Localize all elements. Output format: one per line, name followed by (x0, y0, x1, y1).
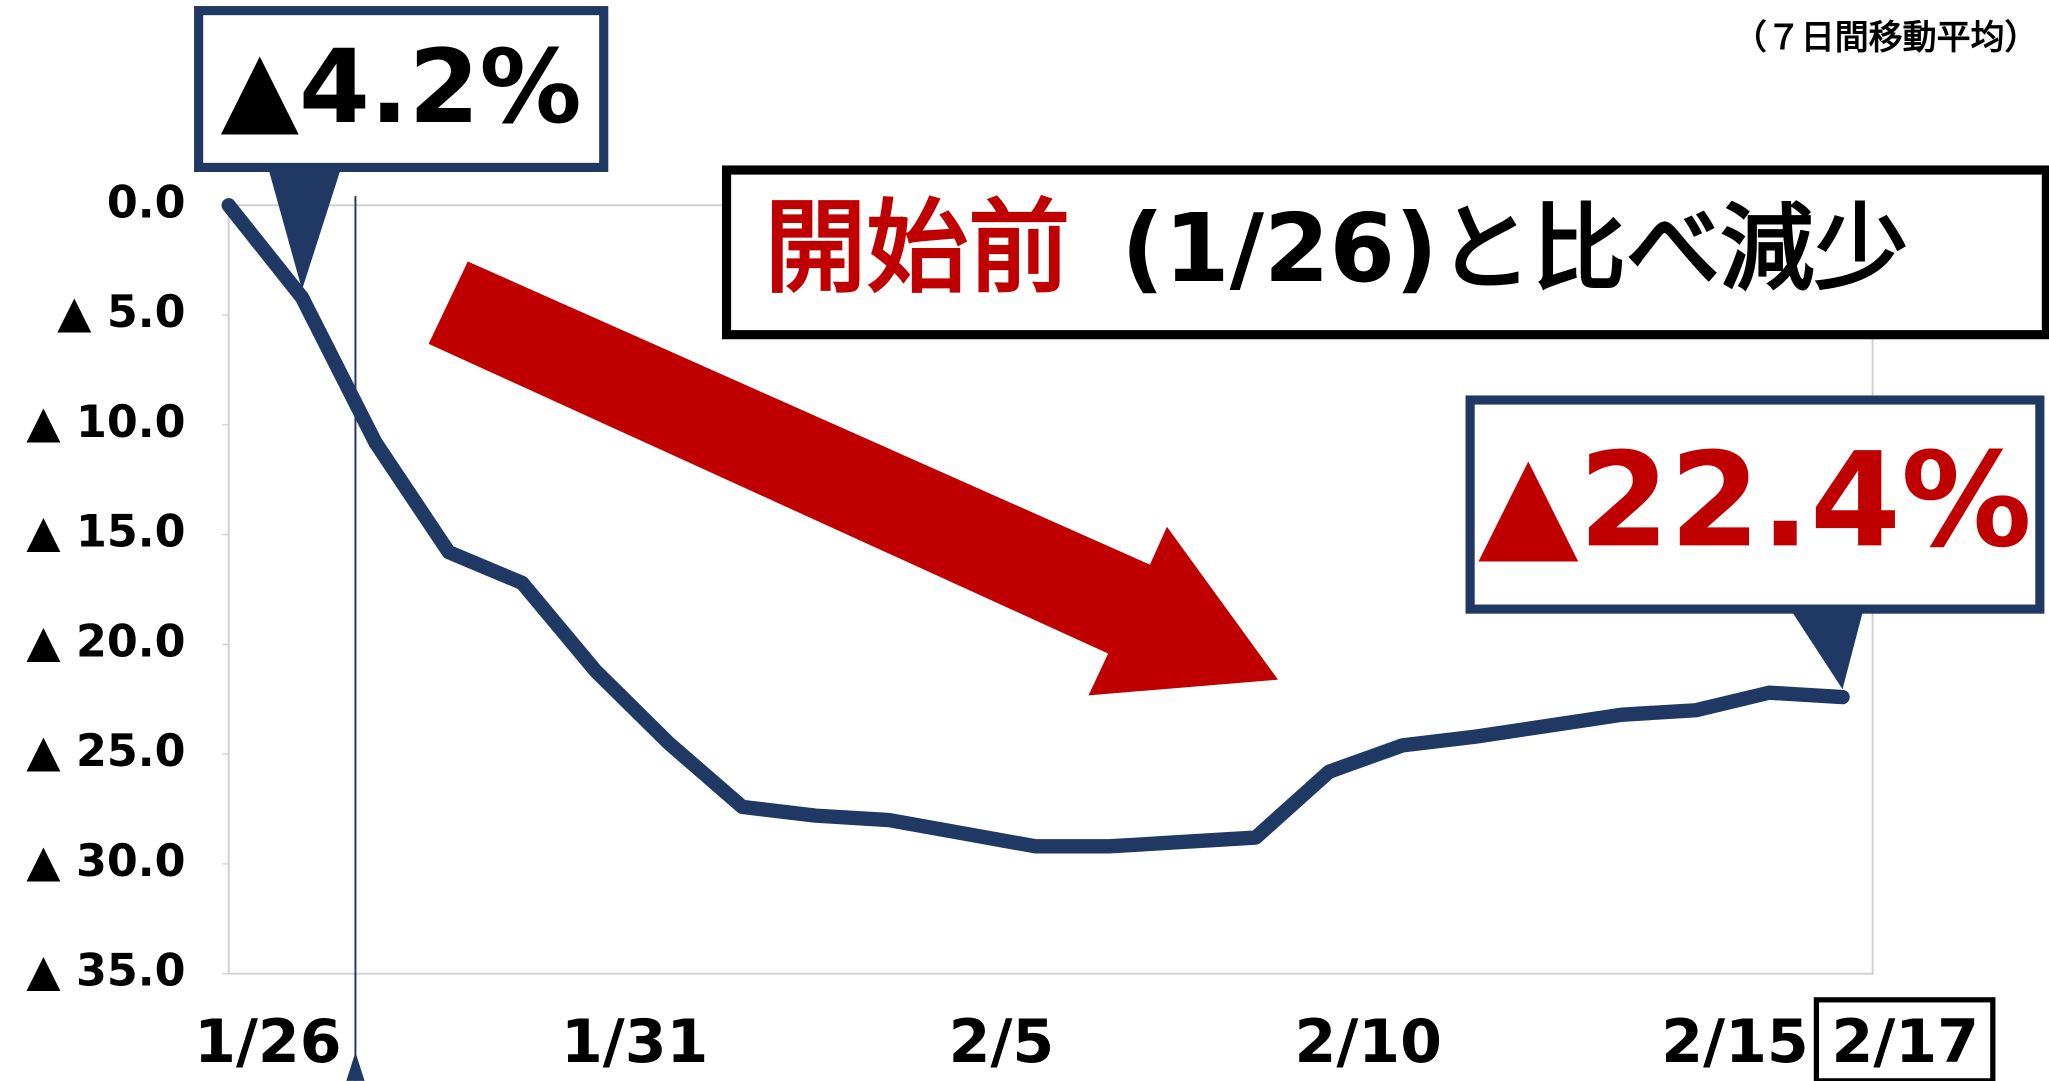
value-label: ▲22.4% (1478, 424, 2032, 576)
banner-black: (1/26)と比べ減少 (1121, 195, 1908, 304)
guide-pointer (346, 1052, 365, 1081)
y-tick-label: ▲ 5.0 (57, 287, 185, 338)
banner-red: 開始前 (764, 189, 1070, 308)
y-tick-label: 0.0 (107, 177, 186, 228)
y-tick-label: ▲ 10.0 (26, 397, 185, 448)
callout-box (194, 6, 609, 172)
y-tick-label: ▲ 15.0 (26, 507, 185, 558)
x-tick-label: 1/26 (194, 1007, 341, 1077)
callout-pointer (1790, 609, 1864, 690)
x-tick-label: 2/5 (949, 1007, 1055, 1077)
y-tick-label: ▲ 25.0 (26, 726, 185, 777)
x-tick-label: 2/17 (1832, 1007, 1979, 1077)
last-date-box (1813, 997, 1996, 1081)
x-tick-label: 1/31 (561, 1007, 708, 1077)
x-tick-label: 2/10 (1295, 1007, 1442, 1077)
series-line (221, 198, 1850, 854)
callout-box (1465, 395, 2045, 614)
x-tick-label: 2/15 (1661, 1007, 1808, 1077)
callout-pointer (268, 167, 342, 290)
value-label: ▲4.2% (221, 28, 582, 147)
banner (721, 165, 2049, 340)
y-tick-label: ▲ 20.0 (26, 616, 185, 667)
y-tick-label: ▲ 30.0 (26, 836, 185, 887)
subtitle: （７日間移動平均） (1733, 18, 2039, 58)
trend-arrow (428, 261, 1279, 696)
y-tick-label: ▲ 35.0 (26, 946, 185, 997)
